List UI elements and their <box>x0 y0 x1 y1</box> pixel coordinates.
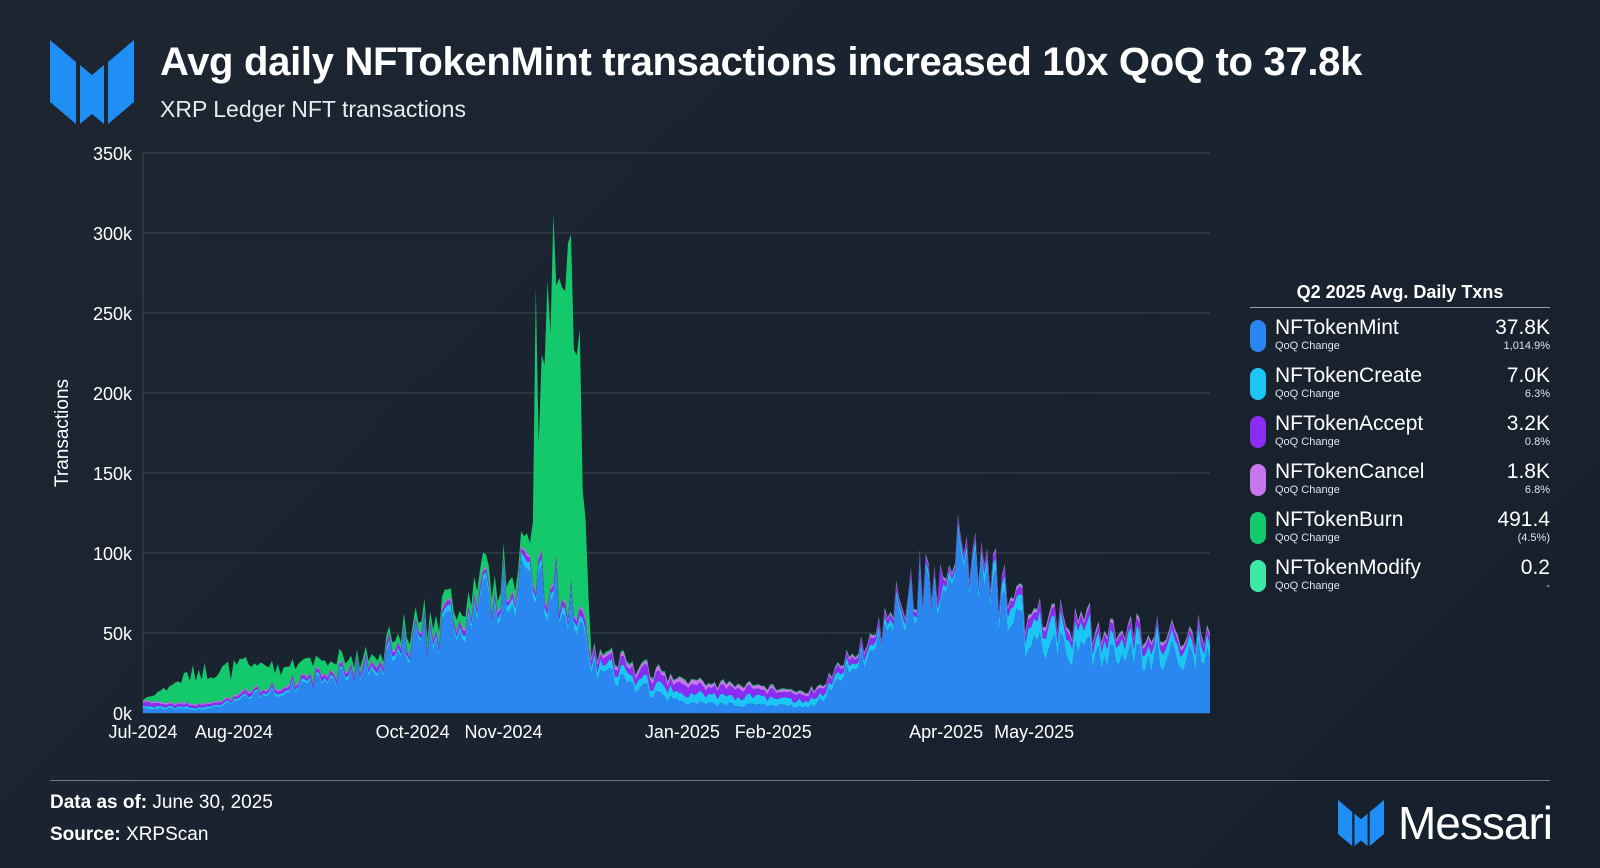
footer-date: Data as of: June 30, 2025 <box>50 792 273 814</box>
x-tick-label: Jul-2024 <box>108 722 177 742</box>
legend-item-nftokenburn: NFTokenBurn QoQ Change 491.4 (4.5%) <box>1250 500 1550 548</box>
y-tick-label: 350k <box>93 144 133 164</box>
y-axis-ticks: 0k 50k 100k 150k 200k 250k 300k 350k <box>93 144 133 724</box>
source-value: XRPScan <box>126 824 209 845</box>
brand-name: Messari <box>1397 797 1553 849</box>
area-nftokencreate <box>143 522 1210 711</box>
y-tick-label: 50k <box>103 624 133 644</box>
x-tick-label: Feb-2025 <box>735 722 812 742</box>
legend-change-label: QoQ Change <box>1275 340 1340 352</box>
legend-series-name: NFTokenMint <box>1275 316 1399 339</box>
legend-series-name: NFTokenAccept <box>1275 412 1424 435</box>
legend-item-nftokencreate: NFTokenCreate QoQ Change 7.0K 6.3% <box>1250 356 1550 404</box>
series-areas <box>143 213 1210 713</box>
legend-change-value: 0.8% <box>1524 436 1550 448</box>
y-tick-label: 0k <box>113 704 133 724</box>
legend-swatch <box>1250 560 1266 592</box>
source-label: Source: <box>50 824 121 845</box>
x-tick-label: Nov-2024 <box>465 722 543 742</box>
y-tick-label: 250k <box>93 304 133 324</box>
date-value: June 30, 2025 <box>152 792 273 813</box>
legend-series-name: NFTokenModify <box>1275 556 1421 579</box>
x-axis-ticks: Jul-2024 Aug-2024 Oct-2024 Nov-2024 Jan-2025… <box>108 722 1074 742</box>
x-tick-label: Oct-2024 <box>376 722 450 742</box>
legend: Q2 2025 Avg. Daily Txns NFTokenMint QoQ C… <box>1250 282 1550 596</box>
legend-items: NFTokenMint QoQ Change 37.8K 1,014.9% NFToke… <box>1250 308 1550 596</box>
x-tick-label: Aug-2024 <box>195 722 273 742</box>
legend-swatch <box>1250 512 1266 544</box>
y-axis-label: Transactions <box>52 379 73 487</box>
footer-source: Source: XRPScan <box>50 824 208 846</box>
area-nftokenmint <box>143 528 1210 713</box>
legend-value: 0.2 <box>1520 556 1550 579</box>
footer-divider <box>50 780 1550 781</box>
messari-small-logo-icon <box>1337 800 1384 846</box>
messari-logo-icon <box>50 40 134 124</box>
legend-change-label: QoQ Change <box>1275 436 1340 448</box>
date-label: Data as of: <box>50 792 148 813</box>
legend-change-label: QoQ Change <box>1275 532 1340 544</box>
legend-change-value: 6.3% <box>1524 388 1550 400</box>
legend-title: Q2 2025 Avg. Daily Txns <box>1250 282 1550 308</box>
y-tick-label: 200k <box>93 384 133 404</box>
x-tick-label: Apr-2025 <box>909 722 983 742</box>
x-tick-label: May-2025 <box>994 722 1074 742</box>
chart-subtitle: XRP Ledger NFT transactions <box>160 96 466 122</box>
legend-item-nftokenaccept: NFTokenAccept QoQ Change 3.2K 0.8% <box>1250 404 1550 452</box>
legend-value: 37.8K <box>1495 316 1550 339</box>
legend-item-nftokenmodify: NFTokenModify QoQ Change 0.2- <box>1250 548 1550 596</box>
legend-swatch <box>1250 368 1266 400</box>
legend-change-value: - <box>1546 580 1550 592</box>
stacked-area-chart: 0k 50k 100k 150k 200k 250k 300k 350k Jul-2024 Au… <box>52 144 1210 742</box>
legend-series-name: NFTokenCancel <box>1275 460 1425 483</box>
brand-logo: Messari <box>1337 796 1553 850</box>
legend-value: 1.8K <box>1506 460 1550 483</box>
legend-swatch <box>1250 320 1266 352</box>
legend-swatch <box>1250 464 1266 496</box>
legend-value: 3.2K <box>1506 412 1550 435</box>
legend-series-name: NFTokenBurn <box>1275 508 1404 531</box>
legend-swatch <box>1250 416 1266 448</box>
legend-value: 491.4 <box>1497 508 1550 531</box>
y-tick-label: 300k <box>93 224 133 244</box>
x-tick-label: Jan-2025 <box>645 722 720 742</box>
legend-change-value: 1,014.9% <box>1503 340 1550 352</box>
y-tick-label: 150k <box>93 464 133 484</box>
chart-title: Avg daily NFTokenMint transactions incre… <box>160 40 1363 84</box>
legend-value: 7.0K <box>1506 364 1550 387</box>
legend-change-value: 6.8% <box>1524 484 1550 496</box>
legend-item-nftokenmint: NFTokenMint QoQ Change 37.8K 1,014.9% <box>1250 308 1550 356</box>
legend-item-nftokencancel: NFTokenCancel QoQ Change 1.8K 6.8% <box>1250 452 1550 500</box>
legend-change-value: (4.5%) <box>1517 532 1550 544</box>
legend-change-label: QoQ Change <box>1275 580 1340 592</box>
legend-series-name: NFTokenCreate <box>1275 364 1423 387</box>
legend-change-label: QoQ Change <box>1275 484 1340 496</box>
legend-change-label: QoQ Change <box>1275 388 1340 400</box>
y-tick-label: 100k <box>93 544 133 564</box>
